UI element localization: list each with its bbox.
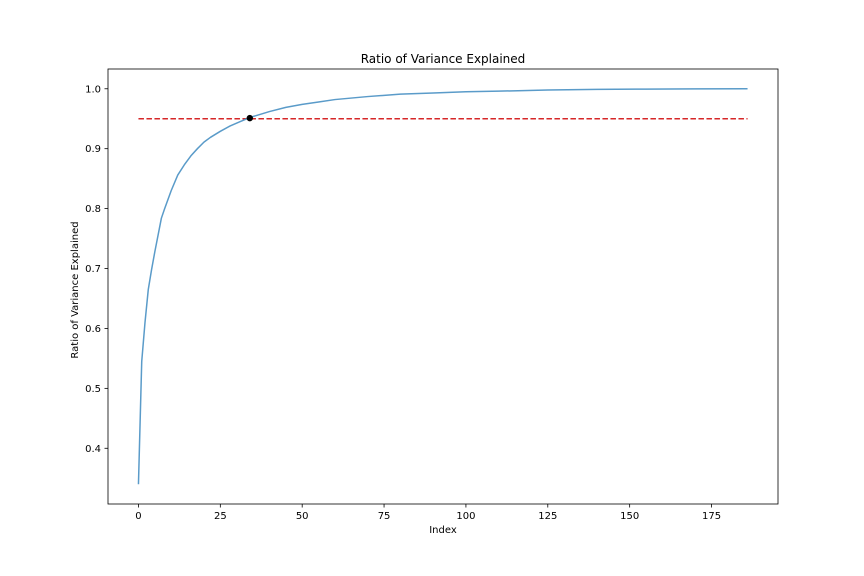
y-tick-label: 0.4 — [85, 444, 101, 455]
y-tick-label: 0.6 — [85, 324, 101, 335]
chart-title: Ratio of Variance Explained — [361, 52, 526, 66]
x-tick-label: 25 — [214, 511, 227, 522]
x-tick-label: 125 — [538, 511, 557, 522]
y-axis-label: Ratio of Variance Explained — [70, 221, 81, 358]
y-tick-label: 1.0 — [85, 84, 101, 95]
x-tick-label: 100 — [456, 511, 475, 522]
x-tick-label: 75 — [378, 511, 391, 522]
x-tick-label: 0 — [135, 511, 141, 522]
y-tick-label: 0.9 — [85, 144, 101, 155]
x-axis-ticks: 0 25 50 75 100 125 150 175 — [135, 504, 721, 522]
plot-area — [107, 68, 779, 505]
x-tick-label: 175 — [702, 511, 721, 522]
y-axis-ticks: 0.4 0.5 0.6 0.7 0.8 0.9 1.0 — [85, 84, 108, 455]
highlight-point — [246, 114, 253, 122]
y-tick-label: 0.8 — [85, 204, 101, 215]
x-axis-label: Index — [429, 525, 457, 536]
series-line-0 — [137, 88, 748, 485]
y-tick-label: 0.7 — [85, 264, 101, 275]
x-tick-label: 50 — [296, 511, 309, 522]
axes-frame — [107, 68, 779, 505]
x-tick-label: 150 — [620, 511, 639, 522]
y-tick-label: 0.5 — [85, 384, 101, 395]
